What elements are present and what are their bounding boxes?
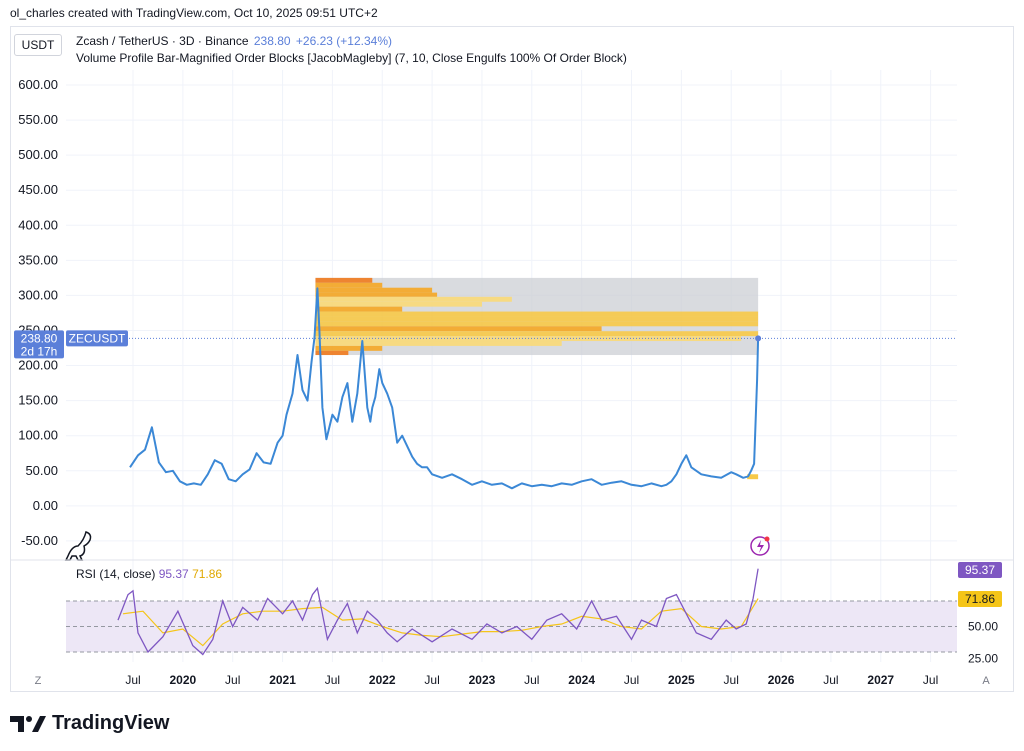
x-axis-tick-label: Jul (225, 673, 240, 687)
y-axis-tick-label: 350.00 (18, 252, 58, 267)
symbol-title: Zcash / TetherUS · 3D · Binance (76, 34, 249, 48)
small-order-block (747, 474, 759, 480)
x-axis-tick-label: 2023 (469, 673, 496, 687)
x-axis-tick-label: Jul (923, 673, 938, 687)
x-axis-tick-label: Jul (424, 673, 439, 687)
volume-profile-bar (315, 306, 403, 312)
y-axis-tick-label: 500.00 (18, 147, 58, 162)
x-axis-tick-label: 2027 (867, 673, 894, 687)
tradingview-logo: TradingView (10, 712, 169, 735)
currency-button[interactable]: USDT (14, 34, 62, 56)
lightning-icon-circle (750, 536, 770, 556)
x-axis-tick-label: 2025 (668, 673, 695, 687)
y-axis-tick-label: 550.00 (18, 112, 58, 127)
price-change: +26.23 (+12.34%) (295, 34, 392, 48)
lightning-icon (757, 540, 764, 553)
last-price: 238.80 (253, 34, 291, 48)
rsi-ma-tag: 71.86 (965, 592, 995, 606)
y-axis-tick-label: 0.00 (33, 498, 58, 513)
x-axis-tick-label: 2021 (269, 673, 296, 687)
rsi-ma-line (122, 598, 759, 647)
timezone-button: Z (35, 675, 42, 687)
volume-profile-bar (315, 282, 383, 288)
volume-profile-bar (315, 321, 759, 327)
y-axis-tick-label: 50.00 (25, 463, 58, 478)
x-axis-tick-label: 2026 (768, 673, 795, 687)
rsi-legend: RSI (14, close) 95.37 71.86 (76, 567, 222, 581)
x-axis-tick-label: Jul (823, 673, 838, 687)
symbol-tag-bg (66, 330, 128, 347)
chart-attribution: ol_charles created with TradingView.com,… (10, 6, 378, 20)
notification-dot (764, 536, 770, 542)
volume-profile-bar (315, 311, 759, 317)
x-axis-tick-label: Jul (125, 673, 140, 687)
volume-profile-bar (315, 331, 759, 337)
x-axis-tick-label: Jul (325, 673, 340, 687)
indicator-legend[interactable]: Volume Profile Bar-Magnified Order Block… (76, 51, 627, 65)
chart-frame (10, 26, 1014, 692)
x-axis-tick-label: 2024 (568, 673, 595, 687)
volume-profile-bar (315, 341, 562, 346)
rsi-axis-label: 50.00 (968, 620, 998, 634)
y-axis-tick-label: 300.00 (18, 287, 58, 302)
symbol-tag-label: ZECUSDT (69, 331, 126, 345)
volume-profile-bar (315, 326, 602, 332)
rsi-line (117, 568, 759, 656)
y-axis-tick-label: -50.00 (21, 533, 58, 548)
price-tag-countdown: 2d 17h (21, 344, 58, 358)
volume-profile-bar (315, 296, 512, 302)
rsi-legend-ma-value: 71.86 (192, 567, 222, 581)
last-price-marker (755, 335, 762, 342)
x-axis-tick-label: Jul (624, 673, 639, 687)
price-tag-value: 238.80 (21, 331, 58, 345)
auto-scale-button: A (982, 675, 990, 687)
rsi-axis-label: 25.00 (968, 651, 998, 665)
dinosaur-icon (64, 531, 92, 561)
rsi-value-tag-bg (958, 562, 1002, 578)
y-axis-tick-label: 100.00 (18, 428, 58, 443)
y-axis-tick-label: 400.00 (18, 217, 58, 232)
tradingview-logo-icon (10, 715, 46, 732)
rsi-ma-tag-bg (958, 591, 1002, 607)
x-axis-tick-label: 2020 (169, 673, 196, 687)
price-tag-bg (14, 330, 64, 359)
y-axis-tick-label: 200.00 (18, 358, 58, 373)
rsi-value-tag: 95.37 (965, 563, 995, 577)
rsi-legend-title: RSI (14, close) (76, 567, 159, 581)
y-axis-tick-label: 450.00 (18, 182, 58, 197)
symbol-legend[interactable]: Zcash / TetherUS · 3D · Binance 238.80 +… (76, 34, 392, 48)
x-axis-tick-label: 2022 (369, 673, 396, 687)
x-axis-tick-label: Jul (724, 673, 739, 687)
tradingview-logo-text: TradingView (52, 712, 170, 734)
rsi-legend-value: 95.37 (159, 567, 192, 581)
y-axis-tick-label: 600.00 (18, 77, 58, 92)
volume-profile-bar (315, 316, 759, 322)
volume-profile-bar (315, 350, 349, 356)
volume-profile-bar (315, 345, 383, 351)
volume-profile-bar (315, 287, 433, 293)
y-axis-tick-label: 150.00 (18, 393, 58, 408)
x-axis-tick-label: Jul (524, 673, 539, 687)
volume-profile-bar (315, 301, 482, 307)
volume-profile-bar (315, 277, 373, 283)
volume-profile-bar (315, 292, 438, 297)
